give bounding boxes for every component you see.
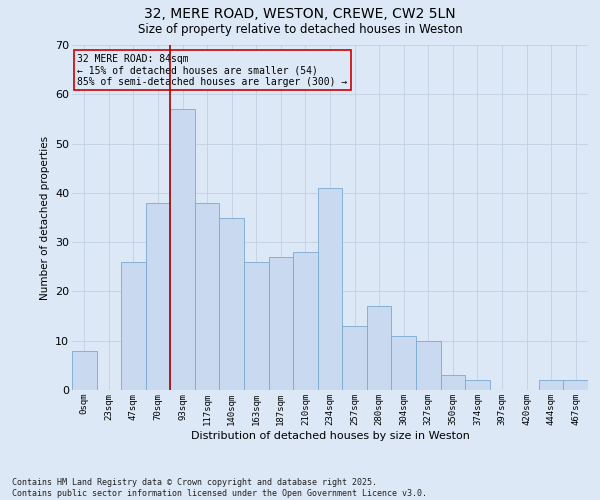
Y-axis label: Number of detached properties: Number of detached properties bbox=[40, 136, 50, 300]
Text: 32 MERE ROAD: 84sqm
← 15% of detached houses are smaller (54)
85% of semi-detach: 32 MERE ROAD: 84sqm ← 15% of detached ho… bbox=[77, 54, 347, 87]
Bar bbox=[318, 188, 342, 390]
Text: 32, MERE ROAD, WESTON, CREWE, CW2 5LN: 32, MERE ROAD, WESTON, CREWE, CW2 5LN bbox=[144, 8, 456, 22]
Bar bbox=[342, 326, 367, 390]
Bar bbox=[244, 262, 269, 390]
Bar bbox=[465, 380, 490, 390]
Bar bbox=[293, 252, 318, 390]
X-axis label: Distribution of detached houses by size in Weston: Distribution of detached houses by size … bbox=[191, 430, 469, 440]
Bar bbox=[440, 375, 465, 390]
Bar bbox=[170, 109, 195, 390]
Bar bbox=[121, 262, 146, 390]
Bar bbox=[391, 336, 416, 390]
Bar bbox=[563, 380, 588, 390]
Bar bbox=[220, 218, 244, 390]
Bar bbox=[146, 202, 170, 390]
Bar bbox=[269, 257, 293, 390]
Bar bbox=[367, 306, 391, 390]
Bar bbox=[195, 202, 220, 390]
Text: Size of property relative to detached houses in Weston: Size of property relative to detached ho… bbox=[137, 22, 463, 36]
Text: Contains HM Land Registry data © Crown copyright and database right 2025.
Contai: Contains HM Land Registry data © Crown c… bbox=[12, 478, 427, 498]
Bar bbox=[416, 340, 440, 390]
Bar bbox=[72, 350, 97, 390]
Bar bbox=[539, 380, 563, 390]
